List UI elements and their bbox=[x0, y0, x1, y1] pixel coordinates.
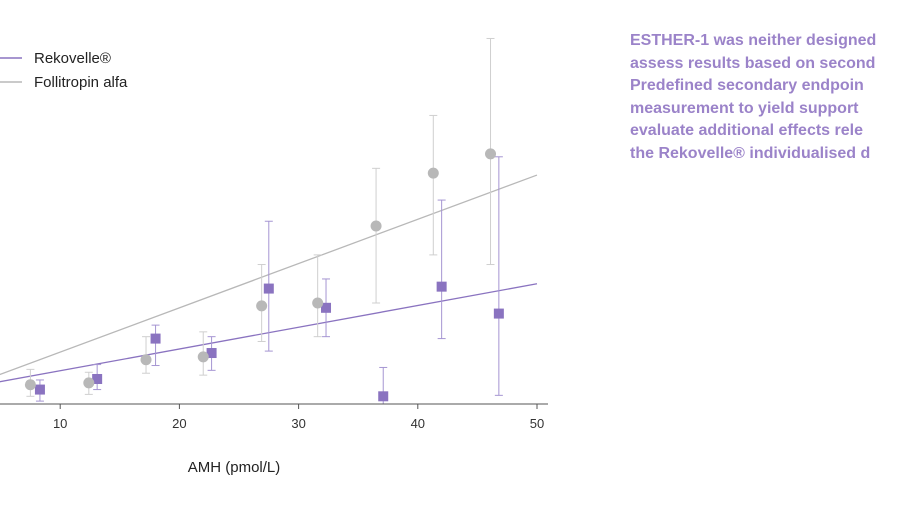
study-note-text: ESTHER-1 was neither designed assess res… bbox=[630, 30, 900, 165]
x-tick-label: 30 bbox=[291, 416, 305, 431]
note-line: ESTHER-1 was neither designed bbox=[630, 32, 877, 49]
point-follitropin-alfa bbox=[485, 148, 497, 160]
legend: Rekovelle® Follitropin alfa bbox=[0, 50, 128, 91]
note-line: measurement to yield support bbox=[630, 99, 859, 117]
point-rekovelle bbox=[92, 373, 103, 384]
point-follitropin-alfa bbox=[312, 297, 324, 309]
point-follitropin-alfa bbox=[197, 351, 209, 363]
trend-line-rekovelle bbox=[0, 283, 538, 383]
error-bars bbox=[26, 37, 503, 405]
point-rekovelle bbox=[493, 308, 504, 319]
trend-line-follitropin-alfa bbox=[0, 174, 538, 376]
x-tick-label: 50 bbox=[530, 416, 544, 431]
point-follitropin-alfa bbox=[83, 377, 95, 389]
note-line: Predefined secondary endpoin bbox=[630, 77, 864, 94]
note-line: the Rekovelle® individualised d bbox=[630, 144, 871, 162]
point-rekovelle bbox=[263, 283, 274, 294]
point-follitropin-alfa bbox=[370, 220, 382, 232]
data-markers bbox=[24, 148, 504, 402]
point-follitropin-alfa bbox=[24, 379, 36, 391]
point-follitropin-alfa bbox=[427, 167, 439, 179]
point-rekovelle bbox=[436, 281, 447, 292]
legend-label-follitropin-alfa: Follitropin alfa bbox=[34, 74, 128, 91]
x-axis-title: AMH (pmol/L) bbox=[188, 459, 281, 476]
x-tick-label: 20 bbox=[172, 416, 186, 431]
x-tick-label: 10 bbox=[53, 416, 67, 431]
note-line: evaluate additional effects rele bbox=[630, 122, 863, 139]
point-rekovelle bbox=[34, 384, 45, 395]
point-follitropin-alfa bbox=[256, 300, 268, 312]
x-tick-label: 40 bbox=[411, 416, 425, 431]
point-follitropin-alfa bbox=[140, 354, 152, 366]
x-axis-ticks: 10 20 30 40 50 bbox=[53, 404, 544, 431]
point-rekovelle bbox=[206, 348, 217, 359]
legend-label-rekovelle: Rekovelle® bbox=[34, 50, 111, 67]
note-line: assess results based on second bbox=[630, 54, 876, 72]
point-rekovelle bbox=[378, 391, 389, 402]
point-rekovelle bbox=[150, 333, 161, 344]
trend-lines bbox=[0, 174, 538, 383]
point-rekovelle bbox=[321, 302, 332, 313]
